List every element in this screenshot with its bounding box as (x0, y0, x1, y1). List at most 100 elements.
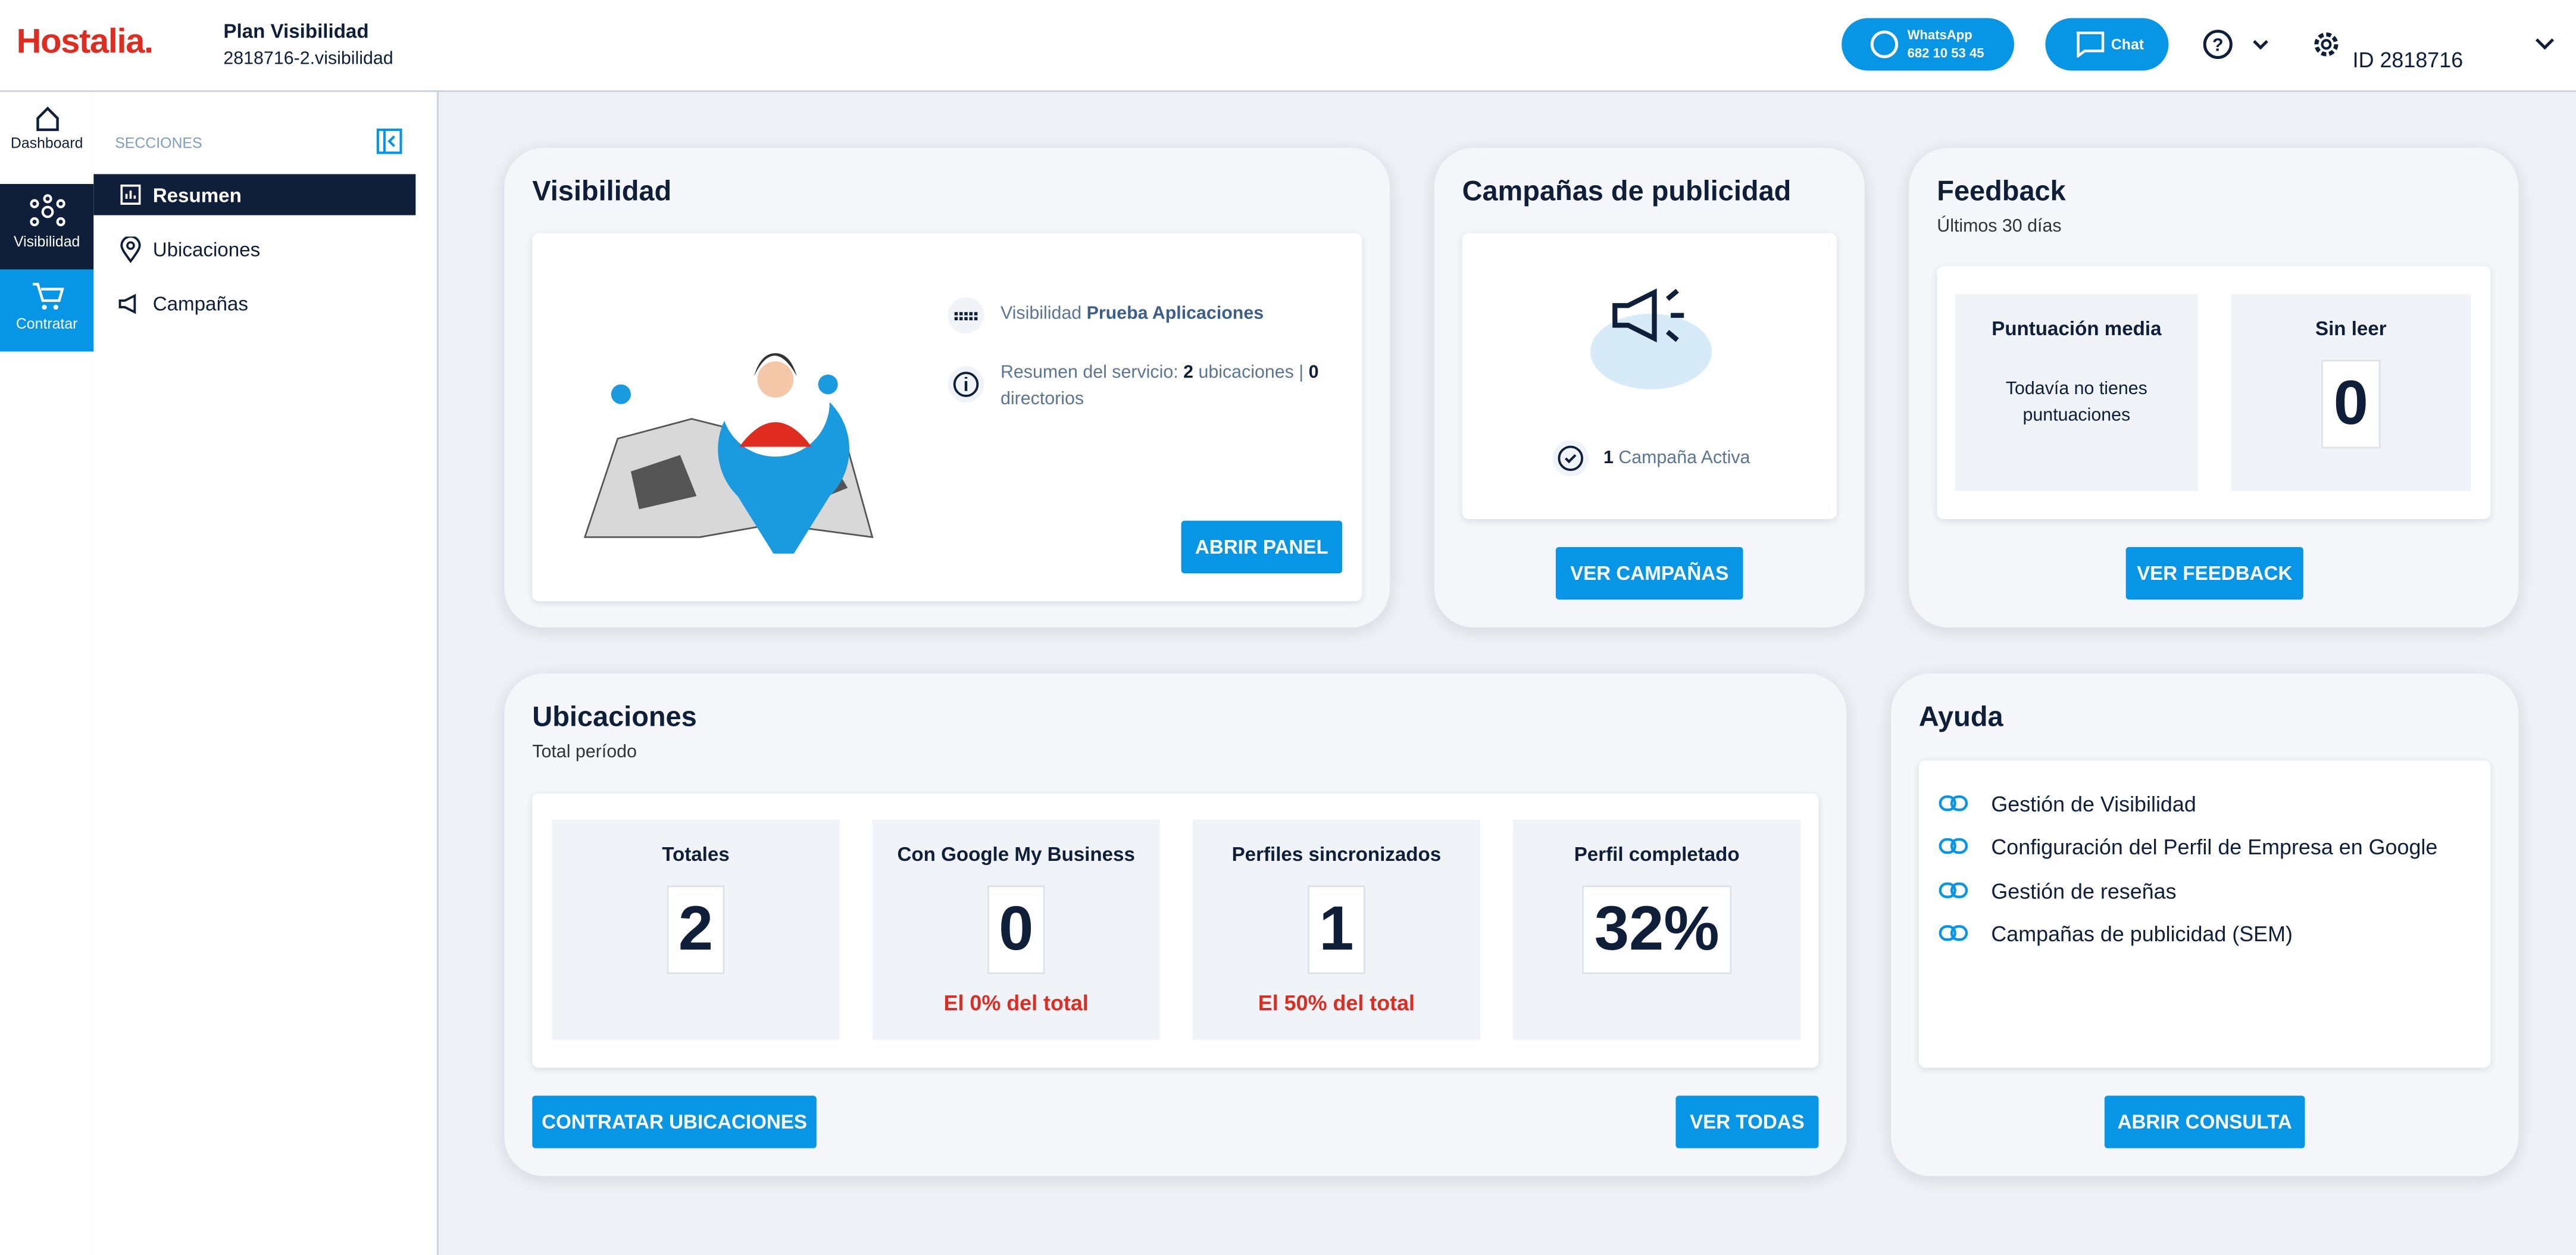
circle (721, 348, 830, 457)
shape (118, 294, 136, 314)
account-chevron[interactable] (2535, 36, 2555, 53)
open-panel-button[interactable]: ABRIR PANEL (1181, 520, 1343, 573)
unread-value: 0 (2322, 360, 2380, 449)
chain-icon (1939, 838, 1968, 855)
help-link[interactable]: Gestión de reseñas (1939, 878, 2177, 903)
check-icon (1552, 440, 1589, 477)
circle (126, 241, 135, 250)
help-link[interactable]: Configuración del Perfil de Empresa en G… (1939, 835, 2437, 860)
link-icon (1939, 922, 1991, 946)
nav-label: Dashboard (10, 135, 83, 151)
card-body: Puntuación media Todavía no tienes puntu… (1937, 266, 2491, 519)
megaphone-illustration (1590, 288, 1712, 389)
chain-icon (1939, 925, 1968, 941)
rect (1950, 882, 1968, 898)
hire-locations-button[interactable]: CONTRATAR UBICACIONES (532, 1095, 817, 1148)
rect (1939, 925, 1956, 941)
view-campaigns-button[interactable]: VER CAMPAÑAS (1555, 547, 1743, 600)
help-menu[interactable]: ? (2202, 28, 2275, 61)
rect (120, 184, 141, 205)
average-text: Todavía no tienes puntuaciones (2005, 379, 2147, 426)
chat-button[interactable]: Chat (2045, 18, 2169, 71)
nav-contratar[interactable]: Contratar (0, 269, 94, 352)
whatsapp-number: 682 10 53 45 (1907, 46, 1984, 61)
circle (2321, 39, 2332, 50)
circle (2314, 32, 2339, 57)
sidebar-heading: SECCIONES (115, 135, 202, 151)
circle (29, 217, 39, 227)
shape (630, 455, 848, 510)
circle (55, 199, 65, 208)
sidebar-label: Resumen (152, 184, 242, 207)
shape (383, 129, 395, 153)
shape (32, 283, 64, 302)
shape (2535, 38, 2555, 50)
directories-word: directorios (1000, 389, 1084, 410)
stat-box: Totales 2 (552, 819, 840, 1040)
plan-line: Visibilidad Prueba Aplicaciones (1001, 304, 1264, 323)
card-body: Totales 2 Con Google My Business 0 El 0% del… (532, 793, 1819, 1068)
active-count: 1 (1603, 448, 1614, 469)
chain-icon (1939, 882, 1968, 898)
nav-visibilidad[interactable]: Visibilidad (0, 184, 94, 270)
text: ? (2212, 36, 2224, 55)
stat-note: El 50% del total (1258, 990, 1415, 1016)
rect (1939, 882, 1956, 898)
circle (52, 304, 58, 310)
rect (376, 128, 402, 154)
help-card: Ayuda Gestión de Visibilidad Configuració… (1890, 673, 2519, 1176)
sidebar-item-active[interactable]: Resumen (93, 174, 416, 216)
chain-icon (1939, 795, 1968, 811)
shape (120, 236, 141, 263)
stat-box: Perfil completado 32% (1513, 819, 1801, 1040)
shape (739, 422, 812, 447)
locations-card: Ubicaciones Total período Totales 2 Con Go… (504, 673, 1847, 1176)
collapse-icon[interactable] (376, 128, 402, 154)
unread-title: Sin leer (2315, 317, 2387, 341)
stat-box: Perfiles sincronizados 1 El 50% del total (1192, 819, 1480, 1040)
view-feedback-button[interactable]: VER FEEDBACK (2125, 547, 2303, 600)
card-body: Visibilidad Prueba Aplicaciones Resumen … (532, 233, 1362, 601)
stat-value: 1 (1307, 885, 1365, 975)
sidebar-item[interactable]: Campañas (152, 292, 248, 316)
help-link[interactable]: Gestión de Visibilidad (1939, 792, 2196, 816)
average-title: Puntuación media (1992, 317, 2162, 341)
open-inquiry-button[interactable]: ABRIR CONSULTA (2104, 1095, 2305, 1148)
circle (611, 384, 631, 404)
stat-box: Con Google My Business 0 El 0% del total (872, 819, 1160, 1040)
g (29, 194, 65, 227)
rect (1939, 795, 1956, 811)
circle (29, 199, 39, 208)
locations-word: ubicaciones | (1198, 363, 1304, 383)
stat-value: 0 (987, 885, 1045, 975)
rect (1950, 838, 1968, 855)
link-text: Campañas de publicidad (SEM) (1991, 921, 2293, 946)
cart-icon (32, 283, 64, 310)
link-icon (1939, 878, 1991, 903)
view-all-button[interactable]: VER TODAS (1675, 1095, 1819, 1148)
logo: Hostalia. (16, 23, 154, 61)
help-link[interactable]: Campañas de publicidad (SEM) (1939, 922, 2293, 946)
circle (948, 297, 984, 334)
whatsapp-button[interactable]: WhatsApp 682 10 53 45 (1842, 18, 2015, 71)
shape (2253, 40, 2268, 50)
card-title: Visibilidad (532, 176, 672, 207)
rect (1950, 795, 1968, 811)
chart-icon (120, 184, 141, 205)
nav-dashboard[interactable]: Dashboard (0, 105, 93, 181)
service-summary: Resumen del servicio: 2 ubicaciones | 0 … (1001, 360, 1346, 412)
sidebar-item[interactable]: Ubicaciones (152, 238, 261, 261)
stat-note: El 0% del total (943, 990, 1089, 1016)
card-title: Feedback (1937, 176, 2066, 207)
visibilidad-card: Visibilidad Visibilidad Prueba Aplicacio… (504, 148, 1390, 628)
circle (55, 217, 65, 227)
stat-label: Perfiles sincronizados (1231, 842, 1442, 866)
shape (1665, 289, 1684, 342)
settings-icon[interactable] (2310, 28, 2343, 61)
stat-label: Perfil completado (1574, 842, 1740, 866)
main-nav: Dashboard Visibilidad Contratar (0, 92, 96, 1255)
shape (35, 106, 58, 132)
link-text: Gestión de reseñas (1991, 878, 2177, 903)
shape (1612, 288, 1657, 343)
